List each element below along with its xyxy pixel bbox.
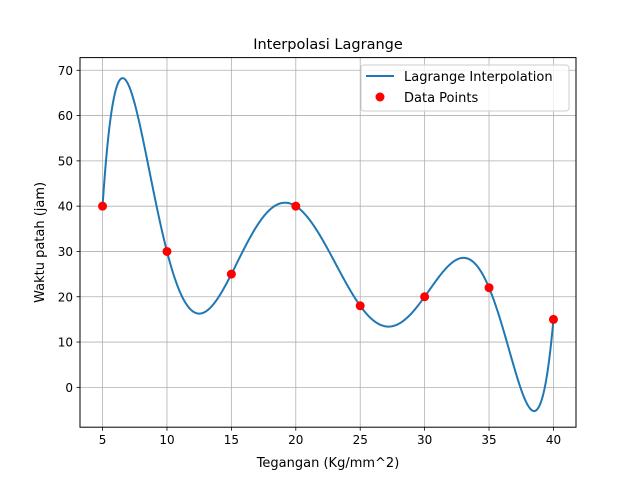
x-tick-label: 10 bbox=[159, 433, 174, 447]
x-tick-label: 30 bbox=[417, 433, 432, 447]
y-axis-ticks: 0 10 20 30 40 50 60 70 bbox=[58, 64, 80, 395]
x-tick-label: 25 bbox=[353, 433, 368, 447]
x-tick-label: 35 bbox=[481, 433, 496, 447]
legend-marker-swatch bbox=[375, 92, 385, 102]
data-point bbox=[484, 283, 494, 293]
y-tick-label: 50 bbox=[58, 154, 73, 168]
data-point bbox=[162, 246, 172, 256]
series-layer bbox=[98, 77, 558, 413]
data-point bbox=[420, 292, 430, 302]
chart-title: Interpolasi Lagrange bbox=[253, 37, 403, 53]
x-axis-label: Tegangan (Kg/mm^2) bbox=[256, 456, 400, 471]
x-tick-label: 5 bbox=[99, 433, 107, 447]
y-tick-label: 30 bbox=[58, 245, 73, 259]
data-point bbox=[291, 201, 301, 211]
y-tick-label: 0 bbox=[65, 381, 73, 395]
y-tick-label: 70 bbox=[58, 64, 73, 78]
y-tick-label: 10 bbox=[58, 336, 73, 350]
data-point bbox=[355, 301, 365, 311]
data-point bbox=[226, 269, 236, 279]
x-tick-label: 20 bbox=[288, 433, 303, 447]
x-axis-ticks: 5 10 15 20 25 30 35 40 bbox=[99, 427, 561, 447]
plot-frame bbox=[79, 57, 577, 428]
data-point bbox=[98, 201, 108, 211]
legend-label-lagrange: Lagrange Interpolation bbox=[404, 70, 553, 85]
legend: Lagrange Interpolation Data Points bbox=[360, 64, 570, 112]
legend-label-data-points: Data Points bbox=[404, 91, 478, 106]
x-tick-label: 40 bbox=[546, 433, 561, 447]
x-tick-label: 15 bbox=[224, 433, 239, 447]
lagrange-interpolation-line bbox=[101, 77, 555, 413]
y-axis-label: Waktu patah (jam) bbox=[33, 182, 48, 303]
y-tick-label: 40 bbox=[58, 200, 73, 214]
data-point bbox=[548, 314, 558, 324]
y-tick-label: 60 bbox=[58, 109, 73, 123]
y-tick-label: 20 bbox=[58, 290, 73, 304]
legend-box bbox=[360, 64, 570, 112]
